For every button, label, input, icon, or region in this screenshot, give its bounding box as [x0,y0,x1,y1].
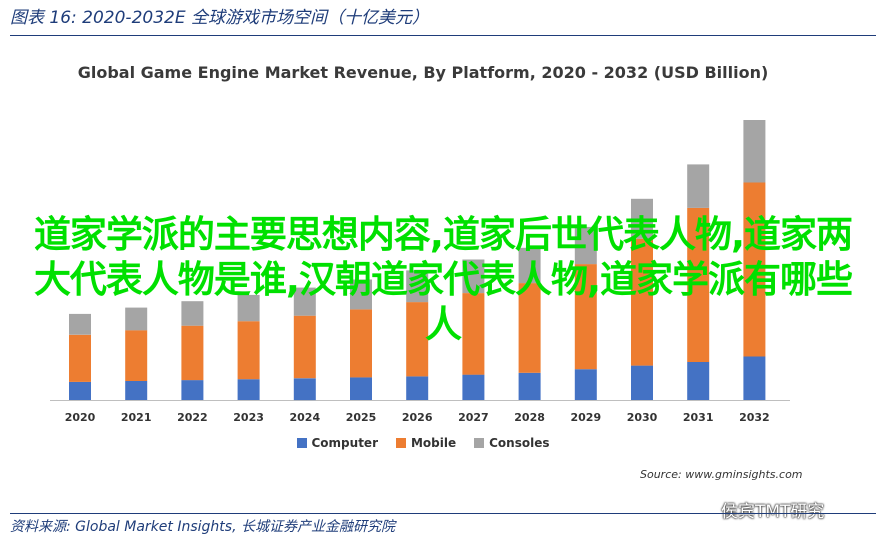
legend-item-mobile: Mobile [395,436,457,450]
bar-mobile-2026 [406,302,429,377]
legend-item-consoles: Consoles [474,436,550,450]
x-tick-label: 2030 [627,411,658,424]
chart-source: Source: www.gminsights.com [640,468,803,481]
bar-computer-2021 [125,381,148,400]
bar-mobile-2031 [687,207,710,362]
x-tick-label: 2025 [346,411,377,424]
bar-computer-2025 [350,377,372,400]
bar-computer-2027 [462,374,485,400]
legend-item-computer: Computer [296,436,378,450]
bar-consoles-2031 [687,164,710,208]
bar-consoles-2028 [518,247,541,284]
x-tick-label: 2023 [233,411,264,424]
x-tick-label: 2031 [683,411,714,424]
caption-divider [10,35,876,36]
legend-label-computer: Computer [311,436,378,450]
bar-computer-2028 [518,372,541,400]
x-tick-label: 2032 [739,411,770,424]
bar-consoles-2032 [743,120,766,183]
bar-consoles-2030 [631,198,653,239]
bar-consoles-2026 [406,270,429,303]
watermark-text: 侯宾TMT研究 [721,502,825,522]
bar-consoles-2029 [574,226,597,265]
x-tick-label: 2022 [177,411,208,424]
figure-caption: 图表 16: 2020-2032E 全球游戏市场空间（十亿美元） [10,8,429,28]
bar-mobile-2027 [462,293,485,375]
bar-computer-2032 [743,356,766,400]
legend-swatch-consoles [474,438,485,448]
watermark: 侯宾TMT研究 [695,497,824,522]
bar-computer-2022 [181,380,204,400]
bar-mobile-2020 [69,334,91,382]
bar-mobile-2028 [518,283,541,373]
legend-swatch-computer [296,438,307,448]
bar-mobile-2032 [743,182,766,357]
wechat-icon [695,500,716,519]
bar-consoles-2025 [350,279,372,310]
bar-consoles-2027 [462,259,485,293]
x-tick-label: 2029 [570,411,601,424]
overlay-text: 道家学派的主要思想内容,道家后世代表人物,道家两大代表人物是谁,汉朝道家代表人物… [33,213,853,346]
source-divider [10,513,876,514]
bar-computer-2024 [293,378,316,401]
bar-computer-2029 [574,369,597,400]
source-note: 资料来源: Global Market Insights, 长城证券产业金融研究… [10,519,395,535]
x-tick-label: 2027 [458,411,489,424]
x-tick-label: 2020 [65,411,96,424]
bar-computer-2030 [631,365,653,400]
bar-computer-2020 [69,381,91,400]
bar-computer-2031 [687,361,710,400]
bar-mobile-2021 [125,330,148,381]
legend-swatch-mobile [395,438,406,448]
bar-mobile-2025 [350,309,372,378]
bar-computer-2026 [406,376,429,400]
chart-legend: Computer Mobile Consoles [0,436,846,450]
bar-mobile-2030 [631,238,653,366]
legend-label-consoles: Consoles [489,436,550,450]
chart-title: Global Game Engine Market Revenue, By Pl… [77,63,769,82]
bar-consoles-2021 [125,307,148,331]
x-tick-label: 2026 [402,411,433,424]
bar-consoles-2024 [293,287,316,316]
bar-mobile-2029 [574,264,597,370]
x-tick-label: 2024 [289,411,320,424]
bar-computer-2023 [237,379,260,400]
bar-mobile-2023 [237,321,260,380]
bar-consoles-2020 [69,313,91,335]
x-tick-label: 2028 [514,411,545,424]
bar-consoles-2022 [181,301,204,326]
x-tick-label: 2021 [121,411,152,424]
bar-mobile-2024 [293,315,316,379]
bar-consoles-2023 [237,294,260,322]
bar-mobile-2022 [181,325,204,381]
legend-label-mobile: Mobile [410,436,457,450]
